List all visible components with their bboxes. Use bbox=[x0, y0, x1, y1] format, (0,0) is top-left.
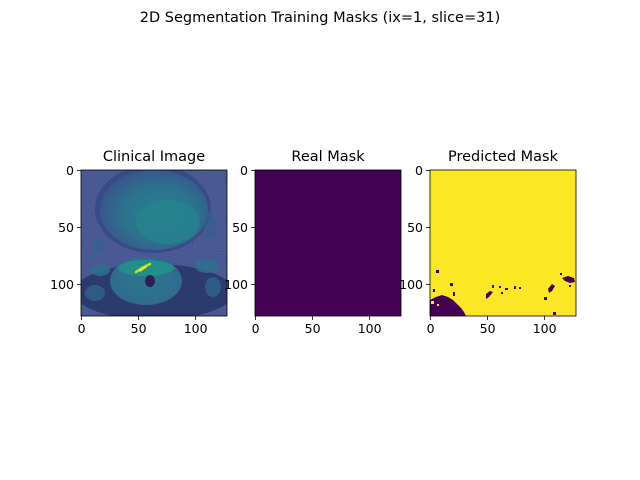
panel-title: Predicted Mask bbox=[448, 149, 559, 165]
y-tick-label: 50 bbox=[58, 220, 74, 235]
y-tick-label: 50 bbox=[407, 220, 423, 235]
y-axis-ticks: 0 50 100 bbox=[399, 163, 430, 292]
x-tick-label: 0 bbox=[427, 321, 435, 336]
y-axis-ticks: 0 50 100 bbox=[50, 163, 81, 292]
y-axis-ticks: 0 50 100 bbox=[224, 163, 255, 292]
axes-frame bbox=[429, 169, 577, 317]
x-axis-ticks: 0 50 100 bbox=[252, 316, 382, 336]
clinical-image-picture bbox=[81, 170, 227, 316]
y-tick-label: 100 bbox=[224, 277, 248, 292]
x-axis-ticks: 0 50 100 bbox=[427, 316, 557, 336]
y-tick-label: 50 bbox=[232, 220, 248, 235]
y-tick-label: 0 bbox=[240, 163, 248, 178]
y-tick-label: 100 bbox=[399, 277, 423, 292]
x-tick-label: 50 bbox=[305, 321, 321, 336]
x-tick-label: 0 bbox=[252, 321, 260, 336]
y-tick-label: 0 bbox=[66, 163, 74, 178]
x-tick-label: 50 bbox=[131, 321, 147, 336]
panel-title: Clinical Image bbox=[103, 149, 205, 165]
axes-frame bbox=[80, 169, 228, 317]
x-tick-label: 100 bbox=[184, 321, 208, 336]
x-tick-label: 0 bbox=[78, 321, 86, 336]
real-mask-picture bbox=[255, 170, 401, 316]
y-tick-label: 100 bbox=[50, 277, 74, 292]
y-tick-label: 0 bbox=[415, 163, 423, 178]
x-tick-label: 100 bbox=[358, 321, 382, 336]
panel-real-mask: Real Mask 0 50 100 0 50 100 bbox=[224, 149, 402, 336]
panel-title: Real Mask bbox=[291, 149, 365, 165]
x-tick-label: 100 bbox=[533, 321, 557, 336]
axes-frame bbox=[254, 169, 402, 317]
x-axis-ticks: 0 50 100 bbox=[78, 316, 208, 336]
figure-suptitle: 2D Segmentation Training Masks (ix=1, sl… bbox=[140, 10, 500, 26]
panel-predicted-mask: Predicted Mask bbox=[399, 149, 577, 336]
x-tick-label: 50 bbox=[480, 321, 496, 336]
predicted-mask-picture bbox=[430, 170, 576, 316]
panel-clinical-image: Clinical Image bbox=[50, 149, 228, 336]
